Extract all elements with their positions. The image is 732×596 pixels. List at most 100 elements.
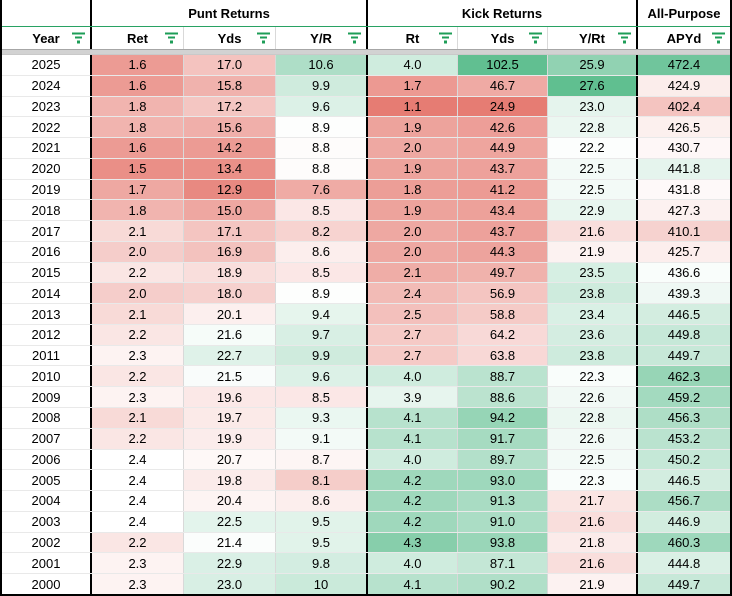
data-cell[interactable]: 1.8 (92, 200, 184, 221)
data-cell[interactable]: 20.1 (184, 304, 276, 324)
data-cell[interactable]: 2.1 (92, 304, 184, 324)
data-cell[interactable]: 2.3 (92, 345, 184, 366)
data-cell[interactable]: 3.9 (368, 387, 458, 408)
data-cell[interactable]: 4.1 (368, 574, 458, 594)
data-cell[interactable]: 449.7 (638, 345, 730, 366)
year-cell[interactable]: 2018 (2, 200, 92, 221)
data-cell[interactable]: 431.8 (638, 179, 730, 200)
data-cell[interactable]: 2.1 (92, 408, 184, 428)
year-cell[interactable]: 2022 (2, 117, 92, 138)
data-cell[interactable]: 4.0 (368, 366, 458, 387)
data-cell[interactable]: 9.1 (276, 428, 368, 449)
data-cell[interactable]: 9.7 (276, 324, 368, 345)
year-cell[interactable]: 2021 (2, 138, 92, 158)
year-cell[interactable]: 2011 (2, 345, 92, 366)
data-cell[interactable]: 2.5 (368, 304, 458, 324)
data-cell[interactable]: 472.4 (638, 55, 730, 75)
filter-icon[interactable] (439, 32, 452, 44)
year-cell[interactable]: 2015 (2, 262, 92, 283)
filter-icon[interactable] (618, 32, 631, 44)
data-cell[interactable]: 1.8 (368, 179, 458, 200)
data-cell[interactable]: 63.8 (458, 345, 548, 366)
data-cell[interactable]: 1.9 (368, 158, 458, 179)
data-cell[interactable]: 9.9 (276, 345, 368, 366)
column-header-punt-yds[interactable]: Yds (184, 27, 276, 49)
data-cell[interactable]: 410.1 (638, 221, 730, 241)
data-cell[interactable]: 21.9 (548, 241, 638, 262)
data-cell[interactable]: 15.0 (184, 200, 276, 221)
filter-icon[interactable] (72, 32, 85, 44)
year-cell[interactable]: 2005 (2, 470, 92, 491)
data-cell[interactable]: 24.9 (458, 96, 548, 117)
data-cell[interactable]: 1.6 (92, 75, 184, 96)
data-cell[interactable]: 427.3 (638, 200, 730, 221)
data-cell[interactable]: 1.6 (92, 55, 184, 75)
data-cell[interactable]: 23.4 (548, 304, 638, 324)
data-cell[interactable]: 22.5 (184, 511, 276, 532)
data-cell[interactable]: 9.5 (276, 532, 368, 553)
year-cell[interactable]: 2020 (2, 158, 92, 179)
data-cell[interactable]: 9.5 (276, 511, 368, 532)
data-cell[interactable]: 43.7 (458, 158, 548, 179)
data-cell[interactable]: 2.0 (92, 283, 184, 304)
data-cell[interactable]: 4.2 (368, 470, 458, 491)
data-cell[interactable]: 15.6 (184, 117, 276, 138)
data-cell[interactable]: 23.0 (548, 96, 638, 117)
data-cell[interactable]: 425.7 (638, 241, 730, 262)
data-cell[interactable]: 436.6 (638, 262, 730, 283)
data-cell[interactable]: 18.0 (184, 283, 276, 304)
data-cell[interactable]: 1.1 (368, 96, 458, 117)
column-header-punt-ret[interactable]: Ret (92, 27, 184, 49)
data-cell[interactable]: 2.4 (92, 491, 184, 511)
data-cell[interactable]: 1.7 (368, 75, 458, 96)
year-cell[interactable]: 2025 (2, 55, 92, 75)
year-cell[interactable]: 2013 (2, 304, 92, 324)
data-cell[interactable]: 93.0 (458, 470, 548, 491)
data-cell[interactable]: 22.3 (548, 470, 638, 491)
data-cell[interactable]: 2.4 (92, 470, 184, 491)
column-header-kick-yds[interactable]: Yds (458, 27, 548, 49)
data-cell[interactable]: 44.3 (458, 241, 548, 262)
data-cell[interactable]: 446.5 (638, 304, 730, 324)
data-cell[interactable]: 21.9 (548, 574, 638, 594)
data-cell[interactable]: 430.7 (638, 138, 730, 158)
data-cell[interactable]: 441.8 (638, 158, 730, 179)
data-cell[interactable]: 23.8 (548, 283, 638, 304)
data-cell[interactable]: 21.6 (184, 324, 276, 345)
data-cell[interactable]: 17.1 (184, 221, 276, 241)
data-cell[interactable]: 4.0 (368, 449, 458, 470)
data-cell[interactable]: 4.2 (368, 511, 458, 532)
data-cell[interactable]: 446.5 (638, 470, 730, 491)
data-cell[interactable]: 43.7 (458, 221, 548, 241)
data-cell[interactable]: 19.7 (184, 408, 276, 428)
data-cell[interactable]: 8.1 (276, 470, 368, 491)
data-cell[interactable]: 19.6 (184, 387, 276, 408)
data-cell[interactable]: 43.4 (458, 200, 548, 221)
data-cell[interactable]: 2.4 (92, 449, 184, 470)
data-cell[interactable]: 19.8 (184, 470, 276, 491)
year-cell[interactable]: 2001 (2, 553, 92, 574)
data-cell[interactable]: 449.7 (638, 574, 730, 594)
year-cell[interactable]: 2016 (2, 241, 92, 262)
data-cell[interactable]: 9.6 (276, 366, 368, 387)
data-cell[interactable]: 21.6 (548, 511, 638, 532)
filter-icon[interactable] (257, 32, 270, 44)
column-header-apyd[interactable]: APYd (638, 27, 730, 49)
data-cell[interactable]: 20.4 (184, 491, 276, 511)
data-cell[interactable]: 450.2 (638, 449, 730, 470)
data-cell[interactable]: 22.8 (548, 117, 638, 138)
filter-icon[interactable] (712, 32, 725, 44)
data-cell[interactable]: 8.7 (276, 449, 368, 470)
data-cell[interactable]: 456.3 (638, 408, 730, 428)
year-cell[interactable]: 2002 (2, 532, 92, 553)
data-cell[interactable]: 49.7 (458, 262, 548, 283)
data-cell[interactable]: 9.3 (276, 408, 368, 428)
year-cell[interactable]: 2000 (2, 574, 92, 594)
data-cell[interactable]: 2.0 (368, 221, 458, 241)
data-cell[interactable]: 4.3 (368, 532, 458, 553)
data-cell[interactable]: 23.8 (548, 345, 638, 366)
data-cell[interactable]: 13.4 (184, 158, 276, 179)
data-cell[interactable]: 2.0 (368, 241, 458, 262)
year-cell[interactable]: 2008 (2, 408, 92, 428)
data-cell[interactable]: 1.9 (368, 117, 458, 138)
